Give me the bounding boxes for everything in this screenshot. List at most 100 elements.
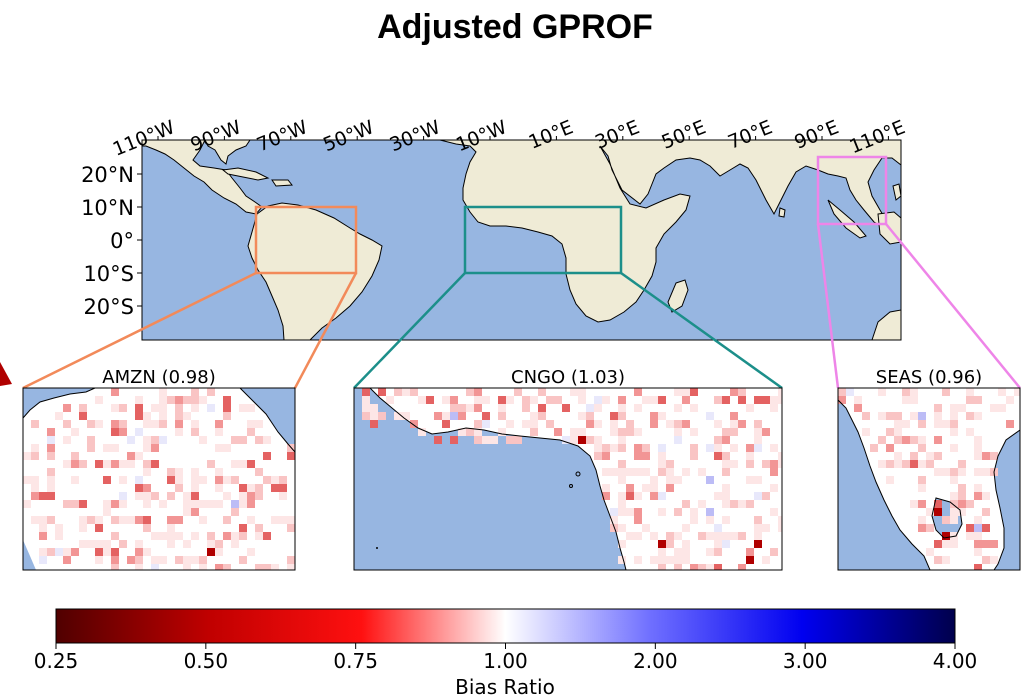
bias-cell [722,484,730,492]
bias-cell [466,428,474,436]
bias-cell [674,476,682,484]
bias-cell [191,420,199,428]
bias-cell [79,524,87,532]
bias-cell [642,396,650,404]
bias-cell [95,420,103,428]
bias-cell [738,420,746,428]
bias-cell [770,404,778,412]
bias-cell [610,468,618,476]
lat-tick-label: 20°S [83,295,134,319]
bias-cell [231,540,239,548]
bias-cell [910,396,918,404]
bias-cell [87,540,95,548]
landmass-madagascar [667,279,689,313]
bias-cell [191,404,199,412]
bias-cell [658,396,666,404]
bias-cell [175,476,183,484]
bias-cell [111,404,119,412]
bias-cell [458,412,466,420]
bias-cell [714,540,722,548]
bias-cell [207,548,215,556]
bias-cell [950,444,958,452]
bias-cell [610,508,618,516]
bias-cell [271,476,279,484]
bias-cell [722,436,730,444]
bias-cell [950,492,958,500]
bias-cell [934,436,942,444]
bias-cell [910,388,918,396]
bias-cell [183,500,191,508]
bias-cell [722,452,730,460]
bias-cell [714,564,722,570]
bias-cell [658,556,666,564]
bias-cell [594,396,602,404]
bias-cell [934,468,942,476]
bias-cell [111,444,119,452]
bias-cell [39,516,47,524]
bias-cell [482,396,490,404]
panel-title-cngo: CNGO (1.03) [511,367,625,388]
bias-cell [63,460,71,468]
bias-cell [974,484,982,492]
bias-cell [690,428,698,436]
bias-cell [231,532,239,540]
bias-cell [538,412,546,420]
bias-cell [263,452,271,460]
bias-cell [878,436,886,444]
bias-cell [738,500,746,508]
lat-tick-label: 10°N [81,196,134,220]
bias-cell [95,556,103,564]
bias-cell [862,428,870,436]
bias-cell [207,532,215,540]
bias-cell [103,500,111,508]
bias-cell [838,388,846,396]
bias-cell [119,420,127,428]
bias-cell [223,532,231,540]
bias-cell [974,492,982,500]
bias-cell [674,436,682,444]
bias-cell [47,492,55,500]
bias-cell [135,452,143,460]
bias-cell [722,492,730,500]
bias-cell [634,452,642,460]
bias-cell [618,468,626,476]
bias-cell [618,524,626,532]
bias-cell [151,460,159,468]
bias-cell [658,452,666,460]
bias-cell [55,412,63,420]
bias-cell [754,540,762,548]
bias-cell [63,436,71,444]
bias-cell [674,388,682,396]
bias-cell [63,548,71,556]
bias-cell [934,500,942,508]
bias-cell [650,492,658,500]
bias-cell [151,444,159,452]
bias-cell [223,492,231,500]
bias-cell [682,524,690,532]
bias-cell [730,444,738,452]
bias-cell [942,540,950,548]
bias-cell [974,548,982,556]
bias-cell [39,556,47,564]
bias-cell [974,452,982,460]
bias-cell [974,396,982,404]
bias-cell [974,468,982,476]
bias-cell [642,524,650,532]
bias-cell [31,516,39,524]
bias-cell [434,412,442,420]
bias-cell [167,492,175,500]
bias-cell [215,548,223,556]
bias-cell [642,468,650,476]
bias-cell [47,468,55,476]
bias-cell [958,500,966,508]
bias-cell [902,388,910,396]
bias-cell [650,396,658,404]
bias-cell [63,420,71,428]
bias-cell [618,556,626,564]
bias-cell [231,460,239,468]
bias-cell [974,524,982,532]
bias-cell [279,492,287,500]
bias-cell [578,396,586,404]
bias-cell [151,420,159,428]
bias-cell [127,556,135,564]
